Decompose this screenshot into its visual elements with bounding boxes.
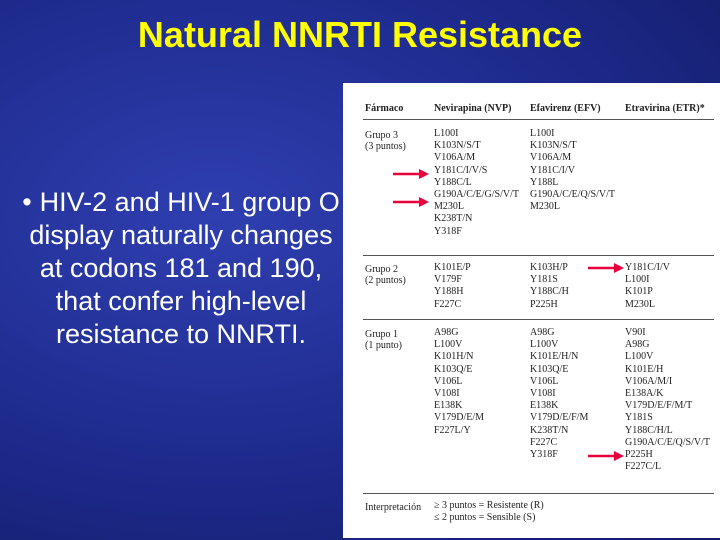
mutation-item: K101P bbox=[625, 286, 653, 298]
mutation-item: K103N/S/T bbox=[434, 140, 481, 152]
mutation-item: A98G bbox=[530, 327, 555, 338]
mutation-item: Y318F bbox=[530, 449, 558, 461]
divider-group-1 bbox=[363, 319, 714, 320]
header-nvp: Nevirapina (NVP) bbox=[434, 103, 512, 114]
resistance-table: Fármaco Nevirapina (NVP) Efavirenz (EFV)… bbox=[343, 83, 720, 538]
mutation-item: K103Q/E bbox=[434, 363, 473, 375]
mutation-item: Y188C/L bbox=[434, 176, 472, 188]
group-2-label: Grupo 2 (2 puntos) bbox=[365, 264, 406, 286]
mutation-item: V179D/E/F/M/T bbox=[625, 400, 693, 412]
mutation-item: V108I bbox=[530, 388, 556, 400]
group-1-label: Grupo 1 (1 punto) bbox=[365, 329, 402, 351]
mutation-item: M230L bbox=[434, 201, 464, 213]
bullet-point: • HIV-2 and HIV-1 group O display natural… bbox=[22, 186, 340, 351]
arrow-right-icon bbox=[588, 263, 624, 273]
mutation-item: L100I bbox=[530, 128, 555, 139]
mutation-item: V106L bbox=[434, 375, 463, 387]
mutation-item: L100V bbox=[625, 351, 654, 363]
mutation-item: Y188C/H bbox=[530, 286, 569, 298]
mutation-item: K103Q/E bbox=[530, 363, 569, 375]
header-farmaco: Fármaco bbox=[365, 103, 404, 114]
mutation-item: Y181S bbox=[625, 412, 653, 424]
mutation-item: K103N/S/T bbox=[530, 140, 577, 152]
arrow-right-icon bbox=[588, 451, 624, 461]
mutation-item: K238T/N bbox=[530, 424, 569, 436]
mutation-item: V106L bbox=[530, 375, 559, 387]
group-2-nvp-list: K101E/P V179F Y188H F227C bbox=[434, 262, 471, 311]
mutation-item: E138K bbox=[434, 400, 463, 412]
arrow-right-icon bbox=[393, 169, 429, 179]
group-2-etr-list: Y181C/I/V L100I K101P M230L bbox=[625, 262, 670, 311]
mutation-item: L100V bbox=[434, 339, 463, 351]
mutation-item: L100V bbox=[530, 339, 559, 351]
interpretation-label: Interpretación bbox=[365, 502, 422, 513]
mutation-item: F227C bbox=[530, 436, 558, 448]
header-etr: Etravirina (ETR)* bbox=[625, 103, 705, 114]
mutation-item: Y181S bbox=[530, 274, 558, 286]
mutation-item: G190A/C/E/G/S/V/T bbox=[434, 189, 520, 201]
divider-interpretation bbox=[363, 493, 714, 494]
mutation-item: A98G bbox=[434, 327, 459, 338]
arrow-right-icon bbox=[393, 197, 429, 207]
mutation-item: Y181C/I/V bbox=[530, 164, 575, 176]
mutation-item: Y318F bbox=[434, 225, 462, 237]
mutation-item: E138A/K bbox=[625, 388, 664, 400]
mutation-item: V179F bbox=[434, 274, 462, 286]
interpretation-rules: ≥ 3 puntos = Resistente (R) ≤ 2 puntos =… bbox=[434, 500, 544, 524]
mutation-item: V90I bbox=[625, 327, 646, 338]
mutation-item: L100I bbox=[434, 128, 459, 139]
group-2-efv-list: K103H/P Y181S Y188C/H P225H bbox=[530, 262, 569, 311]
bullet-text: HIV-2 and HIV-1 group O display naturall… bbox=[29, 187, 340, 349]
group-1-efv-list: A98G L100V K101E/H/N K103Q/E V106L V108I E138K… bbox=[530, 327, 588, 461]
mutation-item: V179D/E/M bbox=[434, 412, 484, 424]
mutation-item: K101E/H/N bbox=[530, 351, 579, 363]
mutation-item: F227L/Y bbox=[434, 424, 471, 436]
slide-title: Natural NNRTI Resistance bbox=[137, 14, 583, 55]
group-3-nvp-list: L100I K103N/S/T V106A/M Y181C/I/V/S Y188C/L G… bbox=[434, 128, 519, 238]
group-3-efv-list: L100I K103N/S/T V106A/M Y181C/I/V Y188L G190A… bbox=[530, 128, 615, 213]
mutation-item: G190A/C/E/Q/S/V/T bbox=[530, 189, 616, 201]
mutation-item: G190A/C/E/Q/S/V/T bbox=[625, 436, 711, 448]
divider-group-2 bbox=[363, 255, 714, 256]
divider-header bbox=[363, 119, 714, 120]
group-1-nvp-list: A98G L100V K101H/N K103Q/E V106L V108I E138K V1… bbox=[434, 327, 484, 437]
mutation-item: K103H/P bbox=[530, 262, 568, 273]
mutation-item: M230L bbox=[625, 298, 655, 310]
mutation-item: L100I bbox=[625, 274, 650, 286]
mutation-item: A98G bbox=[625, 339, 650, 351]
mutation-item: K238T/N bbox=[434, 213, 473, 225]
mutation-item: V106A/M bbox=[434, 152, 476, 164]
mutation-item: F227C/L bbox=[625, 461, 662, 473]
mutation-item: M230L bbox=[530, 201, 560, 213]
mutation-item: F227C bbox=[434, 298, 462, 310]
mutation-item: Y188L bbox=[530, 176, 559, 188]
mutation-item: Y181C/I/V bbox=[625, 262, 670, 273]
mutation-item: K101E/H bbox=[625, 363, 664, 375]
header-efv: Efavirenz (EFV) bbox=[530, 103, 601, 114]
group-1-etr-list: V90I A98G L100V K101E/H V106A/M/I E138A/K V179… bbox=[625, 327, 710, 473]
mutation-item: Y181C/I/V/S bbox=[434, 164, 488, 176]
mutation-item: Y188H bbox=[434, 286, 464, 298]
mutation-item: P225H bbox=[625, 449, 653, 461]
group-3-label: Grupo 3 (3 puntos) bbox=[365, 130, 406, 152]
bullet-dot: • bbox=[22, 187, 32, 217]
mutation-item: E138K bbox=[530, 400, 559, 412]
mutation-item: V106A/M bbox=[530, 152, 572, 164]
mutation-item: P225H bbox=[530, 298, 558, 310]
mutation-item: Y188C/H/L bbox=[625, 424, 673, 436]
mutation-item: K101E/P bbox=[434, 262, 471, 273]
mutation-item: V108I bbox=[434, 388, 460, 400]
mutation-item: V106A/M/I bbox=[625, 375, 673, 387]
mutation-item: K101H/N bbox=[434, 351, 474, 363]
mutation-item: V179D/E/F/M bbox=[530, 412, 589, 424]
